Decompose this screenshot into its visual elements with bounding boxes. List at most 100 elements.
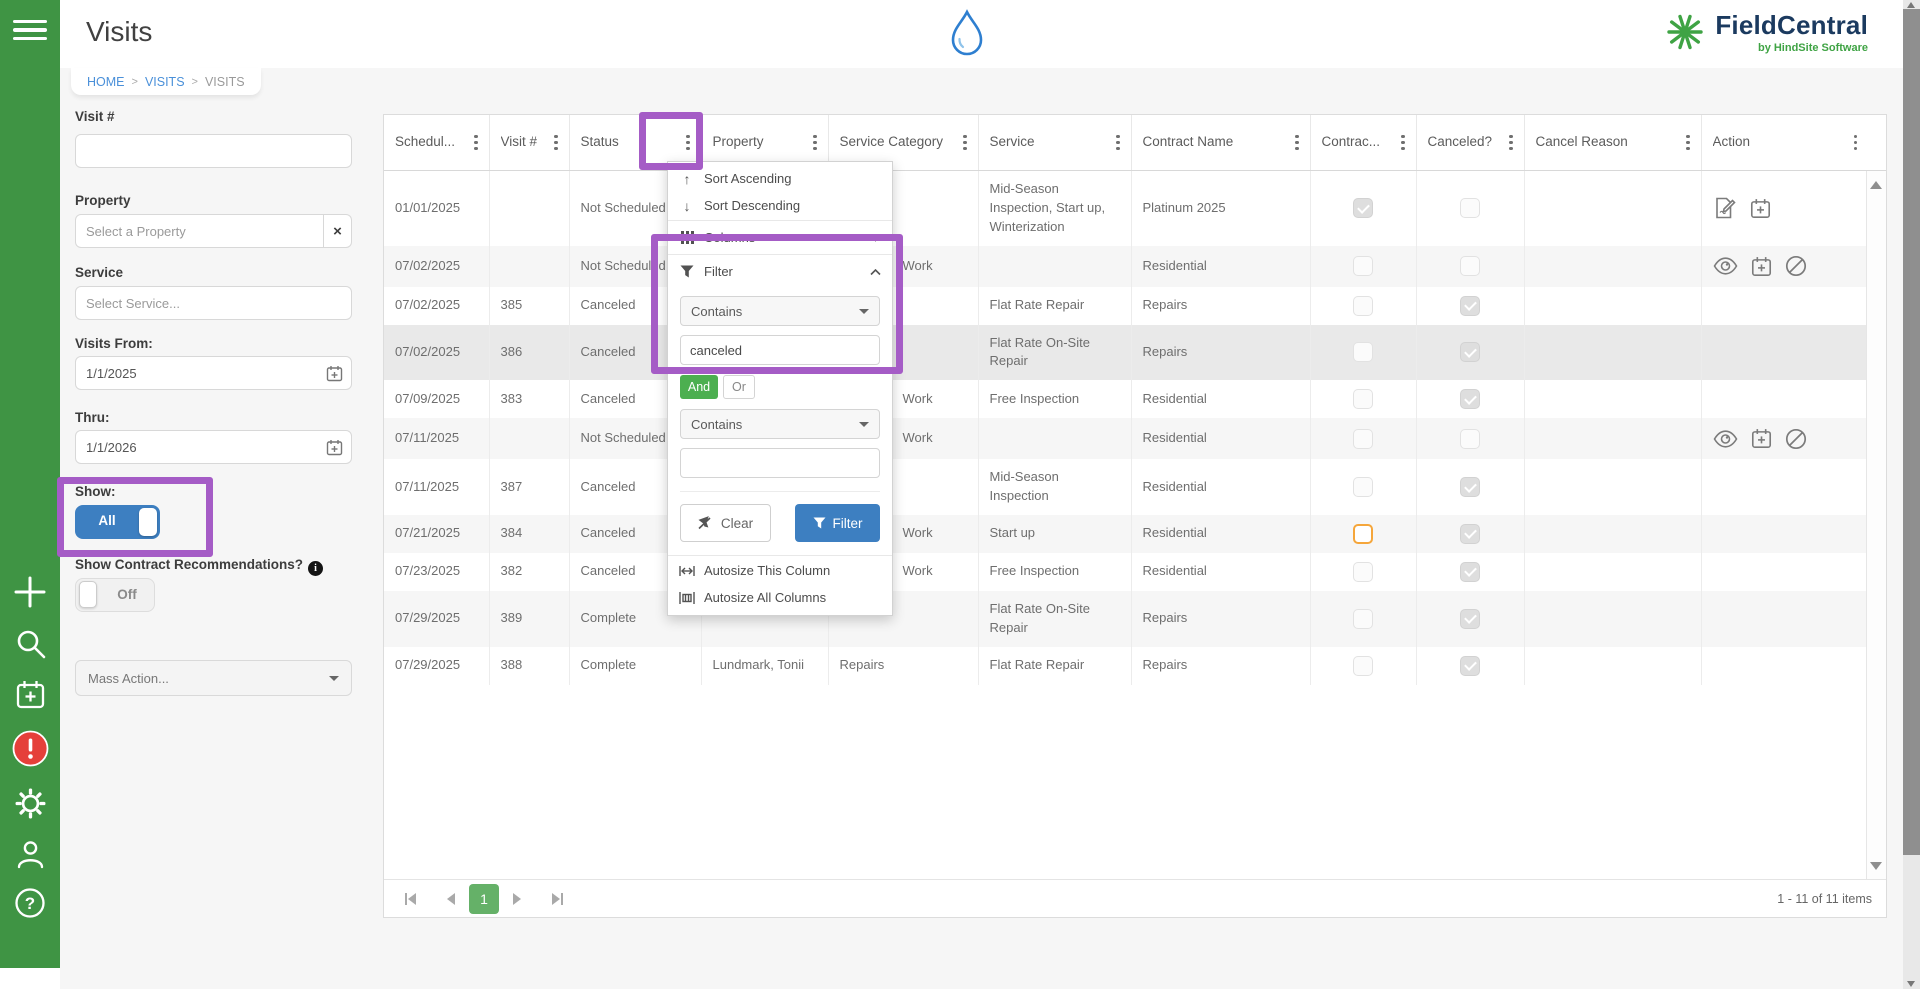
- apply-filter-button[interactable]: Filter: [795, 504, 880, 542]
- column-menu-button[interactable]: [1682, 129, 1694, 157]
- breadcrumb-visits[interactable]: VISITS: [144, 74, 185, 89]
- scroll-up-icon[interactable]: [1870, 181, 1882, 189]
- schedule-visit-icon[interactable]: [1750, 427, 1773, 450]
- checkbox[interactable]: [1460, 198, 1480, 219]
- column-menu-button[interactable]: [1505, 129, 1517, 157]
- checkbox[interactable]: [1353, 295, 1373, 316]
- checkbox[interactable]: [1353, 389, 1373, 410]
- column-menu-button[interactable]: [470, 129, 482, 157]
- checkbox[interactable]: [1353, 477, 1373, 498]
- scroll-up-icon[interactable]: [1907, 2, 1915, 8]
- show-all-toggle[interactable]: All: [75, 505, 160, 539]
- alert-icon[interactable]: [0, 730, 60, 767]
- column-menu-button[interactable]: [682, 129, 694, 157]
- mass-action-select[interactable]: Mass Action...: [75, 660, 352, 696]
- view-icon[interactable]: [1713, 257, 1738, 275]
- scroll-down-icon[interactable]: [1907, 981, 1915, 987]
- cancel-visit-icon[interactable]: [1785, 428, 1807, 450]
- window-scrollbar[interactable]: [1903, 0, 1920, 989]
- column-header-8[interactable]: Canceled?: [1415, 115, 1524, 170]
- column-header-0[interactable]: Schedul...: [384, 115, 489, 170]
- schedule-visit-icon[interactable]: [1749, 197, 1772, 220]
- checkbox[interactable]: [1460, 342, 1480, 363]
- service-input[interactable]: [75, 286, 352, 320]
- plus-icon[interactable]: [0, 574, 60, 610]
- table-row[interactable]: 07/21/2025 384 Canceled Work Start up Residen…: [384, 514, 1868, 553]
- table-row[interactable]: 01/01/2025 Not Scheduled Mid-Season Inspec…: [384, 171, 1868, 246]
- menu-item-filter[interactable]: Filter: [668, 256, 892, 287]
- table-row[interactable]: 07/02/2025 Not Scheduled Work Residential: [384, 245, 1868, 287]
- menu-icon[interactable]: [0, 15, 60, 45]
- scroll-down-icon[interactable]: [1870, 862, 1882, 870]
- user-icon[interactable]: [0, 838, 60, 870]
- cancel-visit-icon[interactable]: [1785, 255, 1807, 277]
- contract-recommendations-toggle[interactable]: Off: [75, 578, 155, 612]
- column-menu-button[interactable]: [1291, 129, 1303, 157]
- column-header-5[interactable]: Service: [977, 115, 1131, 170]
- checkbox[interactable]: [1353, 342, 1373, 363]
- property-input[interactable]: [75, 214, 324, 248]
- pager-last-button[interactable]: [544, 887, 570, 911]
- table-row[interactable]: 07/29/2025 388 Complete Lundmark, Tonii Repa…: [384, 646, 1868, 685]
- checkbox[interactable]: [1353, 608, 1373, 629]
- or-button[interactable]: Or: [723, 375, 755, 399]
- column-header-2[interactable]: Status: [568, 115, 701, 170]
- search-icon[interactable]: [0, 627, 60, 660]
- column-header-9[interactable]: Cancel Reason: [1523, 115, 1701, 170]
- property-clear-button[interactable]: ×: [324, 214, 352, 248]
- column-menu-button[interactable]: [959, 129, 971, 157]
- column-header-4[interactable]: Service Category: [827, 115, 978, 170]
- filter-operator-2-select[interactable]: Contains: [680, 409, 880, 439]
- checkbox[interactable]: [1460, 295, 1480, 316]
- checkbox[interactable]: [1460, 428, 1480, 449]
- checkbox[interactable]: [1460, 608, 1480, 629]
- table-row[interactable]: 07/29/2025 389 Complete Flat Rate On-Site R…: [384, 590, 1868, 647]
- edit-contract-icon[interactable]: [1713, 196, 1737, 220]
- pager-page-1-button[interactable]: 1: [469, 883, 499, 914]
- pager-first-button[interactable]: [398, 887, 424, 911]
- checkbox[interactable]: [1460, 523, 1480, 544]
- column-header-10[interactable]: Action: [1700, 115, 1868, 170]
- column-header-3[interactable]: Property: [700, 115, 828, 170]
- column-menu-button[interactable]: [550, 129, 562, 157]
- column-menu-button[interactable]: [1397, 129, 1409, 157]
- calendar-add-icon[interactable]: [0, 678, 60, 711]
- checkbox[interactable]: [1460, 655, 1480, 676]
- checkbox[interactable]: [1353, 428, 1373, 449]
- table-row[interactable]: 07/02/2025 385 Canceled Flat Rate Repair Rep…: [384, 286, 1868, 325]
- checkbox[interactable]: [1460, 477, 1480, 498]
- checkbox[interactable]: [1460, 256, 1480, 277]
- pager-prev-button[interactable]: [438, 887, 464, 911]
- checkbox[interactable]: [1353, 523, 1373, 544]
- table-row[interactable]: 07/23/2025 382 Canceled Work Free Inspection…: [384, 552, 1868, 591]
- column-menu-button[interactable]: [809, 129, 821, 157]
- column-menu-button[interactable]: [1112, 129, 1124, 157]
- table-row[interactable]: 07/02/2025 386 Canceled Flat Rate On-Site R…: [384, 324, 1868, 381]
- checkbox[interactable]: [1460, 389, 1480, 410]
- column-header-1[interactable]: Visit #: [488, 115, 569, 170]
- menu-item-sort-ascending[interactable]: ↑ Sort Ascending: [668, 165, 892, 192]
- schedule-visit-icon[interactable]: [1750, 255, 1773, 278]
- gear-icon[interactable]: [0, 787, 60, 820]
- pager-next-button[interactable]: [504, 887, 530, 911]
- column-header-6[interactable]: Contract Name: [1130, 115, 1310, 170]
- checkbox[interactable]: [1353, 198, 1373, 219]
- filter-value-1-input[interactable]: [680, 335, 880, 365]
- view-icon[interactable]: [1713, 430, 1738, 448]
- checkbox[interactable]: [1353, 561, 1373, 582]
- help-icon[interactable]: ?: [0, 887, 60, 919]
- thru-input[interactable]: [75, 430, 352, 464]
- filter-value-2-input[interactable]: [680, 448, 880, 478]
- checkbox[interactable]: [1353, 655, 1373, 676]
- visits-from-input[interactable]: [75, 356, 352, 390]
- menu-item-autosize-column[interactable]: Autosize This Column: [668, 557, 892, 584]
- and-button[interactable]: And: [680, 375, 718, 399]
- info-icon[interactable]: i: [308, 561, 324, 576]
- table-row[interactable]: 07/11/2025 Not Scheduled Work Residential: [384, 418, 1868, 460]
- grid-scrollbar[interactable]: [1866, 171, 1886, 880]
- table-row[interactable]: 07/11/2025 387 Canceled Mid-Season Inspecti…: [384, 459, 1868, 515]
- menu-item-autosize-all[interactable]: Autosize All Columns: [668, 584, 892, 611]
- visit-number-input[interactable]: [75, 134, 352, 168]
- breadcrumb-home[interactable]: HOME: [87, 74, 125, 89]
- filter-operator-1-select[interactable]: Contains: [680, 296, 880, 326]
